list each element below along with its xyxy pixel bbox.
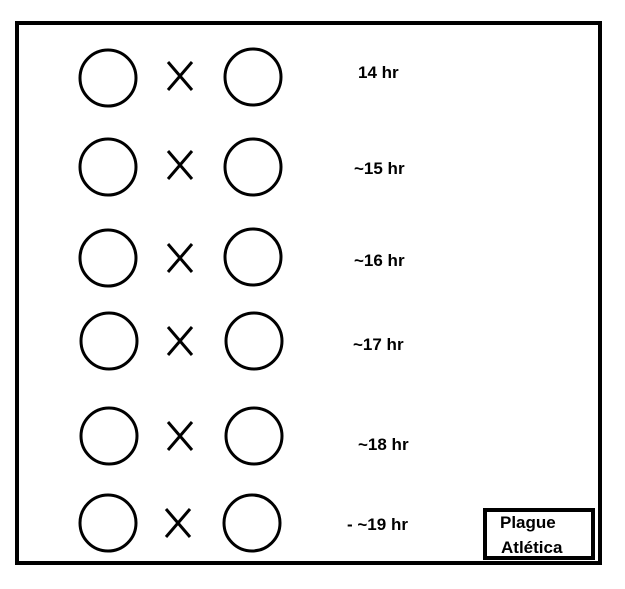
- right-circle: [224, 311, 284, 371]
- left-circle: [79, 311, 139, 371]
- x-mark: [166, 61, 194, 91]
- time-label-3: ~16 hr: [354, 251, 405, 270]
- left-circle: [78, 493, 138, 553]
- left-circle: [78, 48, 138, 108]
- time-label-4: ~17 hr: [353, 335, 404, 354]
- row-1: [78, 47, 283, 108]
- badge-line-2: Atlética: [501, 538, 563, 557]
- x-mark: [166, 243, 194, 273]
- right-circle: [222, 493, 282, 553]
- time-label-2: ~15 hr: [354, 159, 405, 178]
- time-label-1: 14 hr: [358, 63, 399, 82]
- badge-line-1: Plague: [500, 513, 556, 532]
- x-mark: [166, 421, 194, 451]
- row-3: [78, 227, 283, 288]
- left-circle: [78, 137, 138, 197]
- right-circle: [223, 137, 283, 197]
- row-5: [79, 406, 284, 466]
- right-circle: [224, 406, 284, 466]
- x-mark: [166, 150, 194, 180]
- left-circle: [79, 406, 139, 466]
- time-label-6: - ~19 hr: [347, 515, 408, 534]
- x-mark: [166, 326, 194, 356]
- x-mark: [164, 508, 192, 538]
- plague-atletica-badge: Plague Atlética: [483, 508, 595, 560]
- diagram-frame: [15, 21, 602, 565]
- right-circle: [223, 227, 283, 287]
- left-circle: [78, 228, 138, 288]
- row-6: [78, 493, 282, 553]
- row-2: [78, 137, 283, 197]
- right-circle: [223, 47, 283, 107]
- row-4: [79, 311, 284, 371]
- time-label-5: ~18 hr: [358, 435, 409, 454]
